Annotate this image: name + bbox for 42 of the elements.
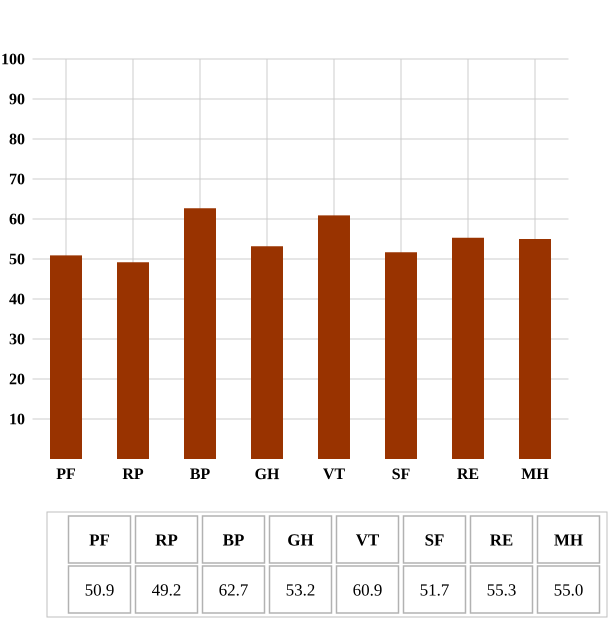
data-label: 49.2 (152, 584, 180, 596)
category-label: MH (522, 468, 548, 479)
category-label: VT (323, 468, 345, 480)
category-label: RP (122, 468, 144, 479)
bar (50, 255, 82, 459)
x-tick-label: GH (288, 534, 314, 546)
bar (452, 238, 484, 459)
y-tick-label: 20 (10, 374, 24, 384)
y-tick-label: 90 (9, 94, 24, 104)
y-tick-label: 50 (10, 254, 24, 264)
bar (184, 208, 216, 459)
y-tick-label: 30 (10, 334, 24, 344)
data-label: 55.3 (488, 584, 516, 596)
data-label: 60.9 (353, 584, 382, 596)
bar (318, 215, 350, 459)
category-label: PF (56, 468, 75, 479)
x-tick-label: RE (490, 534, 512, 546)
data-label: 62.7 (219, 584, 248, 596)
bar (384, 252, 417, 459)
data-label: 50.9 (86, 584, 114, 596)
category-label: BP (190, 468, 210, 479)
x-tick-label: SF (426, 534, 444, 546)
category-label: SF (392, 468, 410, 480)
x-tick-label: VT (356, 534, 380, 546)
category-label: GH (255, 468, 280, 480)
y-tick-label: 100 (2, 54, 24, 64)
x-tick-label: PF (89, 534, 110, 546)
data-label: 51.7 (420, 584, 449, 596)
category-label: RE (457, 468, 478, 479)
bar (251, 246, 283, 459)
y-tick-label: 80 (10, 134, 24, 144)
y-tick-label: 10 (10, 414, 24, 424)
y-tick-label: 70 (10, 174, 24, 184)
bar (117, 262, 149, 459)
data-label: 53.2 (286, 584, 314, 596)
bar (518, 238, 551, 459)
x-tick-label: RP (156, 534, 178, 546)
x-tick-label: BP (222, 534, 244, 546)
data-label: 55.0 (554, 584, 583, 596)
x-tick-label: MH (554, 534, 583, 546)
y-tick-label: 40 (9, 294, 24, 304)
y-tick-label: 60 (10, 214, 24, 224)
